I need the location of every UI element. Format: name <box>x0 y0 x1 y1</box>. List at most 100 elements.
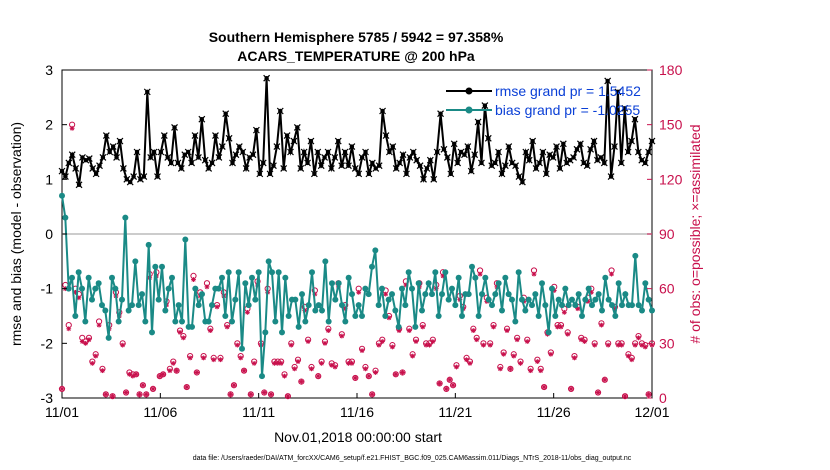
obs-possible-marker <box>247 391 254 398</box>
rmse-point <box>92 170 100 178</box>
bias-point <box>312 307 319 314</box>
rmse-point <box>249 151 257 159</box>
obs-possible-marker <box>284 393 291 400</box>
bias-point <box>409 285 415 292</box>
bias-point <box>639 307 645 314</box>
bias-point <box>505 291 512 298</box>
rmse-point <box>628 137 635 145</box>
bias-point <box>82 318 89 325</box>
bias-point <box>482 274 489 281</box>
bias-point <box>249 274 255 281</box>
rmse-point <box>454 159 462 167</box>
rmse-point <box>239 148 247 156</box>
bias-point <box>92 285 99 292</box>
obs-possible-marker <box>507 365 514 372</box>
legend-rmse-marker <box>465 87 473 95</box>
bias-point <box>122 214 129 221</box>
bias-point <box>205 318 212 325</box>
bias-point <box>372 247 379 254</box>
rmse-point <box>314 148 322 156</box>
rmse-point <box>276 107 284 115</box>
rmse-point <box>484 134 492 142</box>
bias-point <box>355 302 362 309</box>
rmse-point <box>617 159 625 167</box>
rmse-point <box>263 74 271 82</box>
rmse-point <box>345 162 352 170</box>
rmse-point <box>147 154 155 161</box>
bias-point <box>95 280 102 287</box>
bias-point <box>502 274 509 281</box>
bias-point <box>565 302 572 309</box>
obs-assimilated-marker <box>420 324 426 330</box>
rmse-point <box>327 164 335 172</box>
rmse-point <box>423 164 431 172</box>
obs-possible-marker <box>298 378 305 385</box>
obs-assimilated-marker <box>427 342 432 348</box>
rmse-point <box>409 148 417 156</box>
bias-point <box>512 318 519 325</box>
obs-assimilated-marker <box>578 337 584 343</box>
bottom-tick-label: 11/16 <box>340 404 374 420</box>
bias-point <box>282 274 289 281</box>
bottom-tick-label: 11/11 <box>242 404 275 420</box>
rmse-point <box>501 162 509 170</box>
obs-assimilated-marker <box>319 360 324 366</box>
bias-point <box>475 313 482 319</box>
chart-title-line1: Southern Hemisphere 5785 / 5942 = 97.358… <box>209 29 504 45</box>
obs-assimilated-marker <box>359 348 365 354</box>
rmse-point <box>310 170 318 178</box>
rmse-point <box>389 143 397 150</box>
rmse-point <box>116 137 124 145</box>
bias-point <box>649 307 655 314</box>
obs-assimilated-marker <box>541 384 547 390</box>
bias-point <box>619 302 625 309</box>
bias-point <box>192 285 199 292</box>
bias-point <box>239 345 245 352</box>
rmse-point <box>576 140 584 148</box>
bias-point <box>379 285 385 292</box>
obs-assimilated-marker <box>534 359 540 364</box>
obs-assimilated-marker <box>379 339 385 344</box>
bias-point <box>245 302 252 309</box>
obs-assimilated-marker <box>89 360 95 366</box>
rmse-point <box>89 164 97 172</box>
obs-assimilated-marker <box>339 333 345 339</box>
left-tick-label: 3 <box>45 62 53 78</box>
rmse-point <box>474 118 482 126</box>
legend-bias-marker <box>465 106 473 114</box>
bias-point <box>329 280 335 287</box>
rmse-point <box>171 123 178 131</box>
right-axis-ticks: 0 30 60 90 120 150 180 <box>647 62 683 406</box>
bias-point <box>435 313 442 319</box>
obs-possible-marker <box>567 385 575 392</box>
rmse-point <box>512 162 520 170</box>
bias-point <box>112 285 119 292</box>
bias-point <box>472 274 479 281</box>
obs-assimilated-marker <box>450 382 456 388</box>
rmse-point <box>583 162 591 170</box>
bias-point <box>339 302 345 309</box>
obs-possible-marker <box>149 385 157 392</box>
obs-assimilated-marker <box>137 391 142 397</box>
rmse-point <box>280 164 288 172</box>
bias-point <box>575 291 582 298</box>
bias-point <box>195 302 202 309</box>
obs-assimilated-marker <box>605 342 611 348</box>
rmse-point <box>392 164 400 172</box>
bias-point <box>609 302 615 309</box>
obs-assimilated-marker <box>568 386 574 392</box>
bias-point <box>375 302 382 309</box>
bias-point <box>99 302 105 309</box>
obs-assimilated-marker <box>406 328 412 333</box>
rmse-point <box>208 159 216 167</box>
rmse-point <box>464 143 472 150</box>
obs-possible-marker <box>621 393 629 400</box>
obs-assimilated-marker <box>561 309 567 315</box>
bias-point <box>59 192 65 199</box>
right-tick-label: 120 <box>659 171 683 187</box>
bias-point <box>152 263 159 270</box>
rmse-point <box>355 170 363 178</box>
bias-point <box>382 313 389 319</box>
bias-point <box>455 274 462 281</box>
obs-possible-marker <box>143 391 150 398</box>
